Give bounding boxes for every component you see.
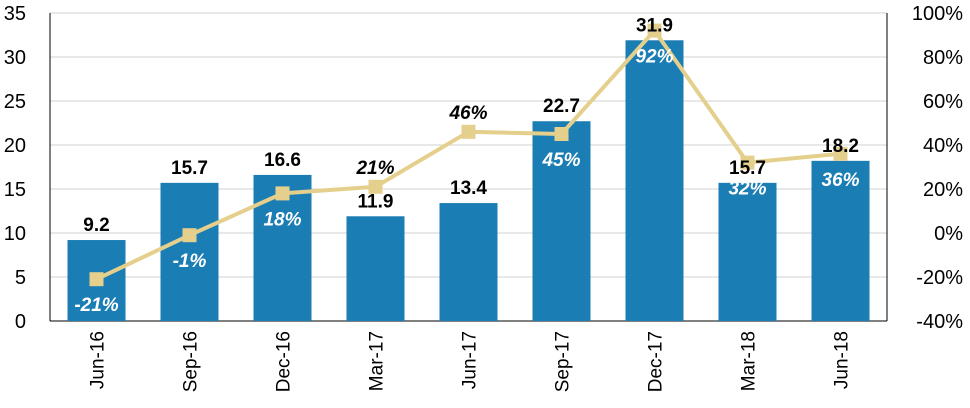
growth-marker xyxy=(182,228,197,243)
growth-percent-label: 92% xyxy=(635,47,673,68)
right-y-axis-ticks: -40% -20% 0% 20% 40% 60% 80% 100% xyxy=(912,3,963,333)
y-left-tick-label: 35 xyxy=(4,3,26,25)
bar xyxy=(439,203,498,321)
x-tick-label: Dec-17 xyxy=(646,331,667,392)
x-tick-label: Jun-16 xyxy=(88,331,109,389)
y-left-tick-label: 20 xyxy=(4,135,26,157)
bar-value-label: 15.7 xyxy=(729,158,766,179)
bar-value-label: 16.6 xyxy=(264,150,301,171)
y-left-tick-label: 25 xyxy=(4,91,26,113)
growth-percent-label: 32% xyxy=(728,179,766,200)
bar xyxy=(532,121,591,322)
y-right-tick-label: -20% xyxy=(916,267,963,289)
growth-line-series xyxy=(89,23,848,287)
y-left-tick-label: 0 xyxy=(15,311,26,333)
bar-value-label: 11.9 xyxy=(358,191,394,212)
bar xyxy=(160,182,219,321)
growth-marker xyxy=(275,186,290,201)
x-tick-label: Jun-17 xyxy=(460,331,481,389)
growth-percent-label: 45% xyxy=(541,150,580,171)
left-y-axis-ticks: 0 5 10 15 20 25 30 35 xyxy=(4,3,26,333)
y-right-tick-label: 20% xyxy=(923,179,963,201)
growth-percent-label: 46% xyxy=(448,103,487,124)
bar-value-label: 22.7 xyxy=(543,96,580,117)
x-tick-label: Dec-16 xyxy=(274,331,295,392)
growth-percent-label: 36% xyxy=(821,170,859,191)
bar-value-label: 18.2 xyxy=(822,136,859,157)
y-left-tick-label: 10 xyxy=(4,223,26,245)
y-right-tick-label: 80% xyxy=(923,47,963,69)
growth-percent-label: -1% xyxy=(173,251,207,272)
bar-value-label: 9.2 xyxy=(83,215,109,236)
data-labels: 9.2 -21% 15.7 -1% 16.6 18% 11.9 21% 13.4 46% 22.7 4… xyxy=(74,15,859,316)
y-right-tick-label: 60% xyxy=(923,91,963,113)
y-left-tick-label: 15 xyxy=(4,179,26,201)
growth-percent-label: 18% xyxy=(263,209,301,230)
growth-marker xyxy=(740,155,755,170)
bar-value-label: 15.7 xyxy=(171,158,208,179)
y-right-tick-label: 100% xyxy=(912,3,963,25)
growth-marker xyxy=(461,124,476,139)
x-tick-label: Sep-17 xyxy=(553,331,574,392)
bar xyxy=(811,160,870,321)
growth-marker xyxy=(554,127,569,141)
bar xyxy=(718,182,777,321)
growth-percent-label: 21% xyxy=(355,158,394,179)
y-right-tick-label: 40% xyxy=(923,135,963,157)
y-right-tick-label: -40% xyxy=(916,311,963,333)
growth-marker xyxy=(89,272,104,287)
x-tick-label: Jun-18 xyxy=(832,331,853,389)
growth-marker xyxy=(368,179,383,194)
bar xyxy=(346,216,405,321)
y-left-tick-label: 30 xyxy=(4,47,26,69)
growth-percent-label: -21% xyxy=(74,295,118,316)
bar-value-label: 13.4 xyxy=(450,178,487,199)
x-tick-label: Mar-18 xyxy=(739,331,760,391)
growth-marker xyxy=(833,146,848,161)
y-left-tick-label: 5 xyxy=(15,267,26,289)
y-right-tick-label: 0% xyxy=(934,223,963,245)
bar xyxy=(625,40,684,321)
x-axis-ticks: Jun-16 Sep-16 Dec-16 Mar-17 Jun-17 Sep-17 Dec-… xyxy=(88,331,853,392)
x-tick-label: Sep-16 xyxy=(181,331,202,392)
growth-marker xyxy=(647,23,662,38)
x-tick-label: Mar-17 xyxy=(367,331,388,391)
bar-value-label: 31.9 xyxy=(636,15,673,36)
